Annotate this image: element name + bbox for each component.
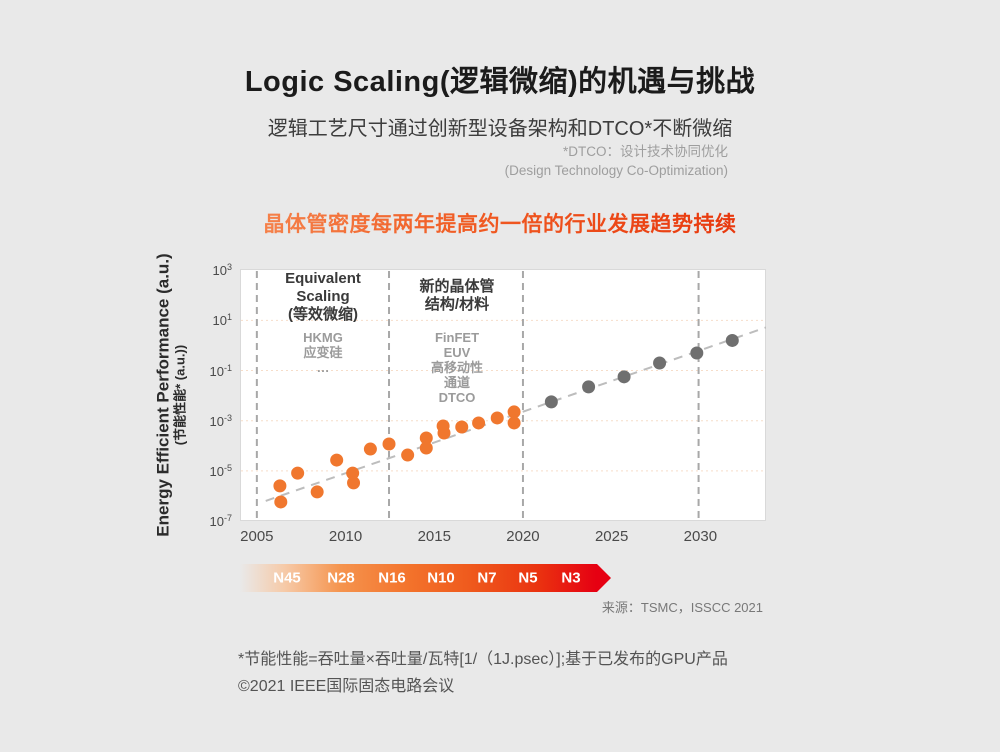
x-tick-label: 2020: [506, 528, 540, 545]
data-point-gray_projected: [617, 370, 631, 384]
x-tick-label: 2010: [328, 528, 363, 545]
era-title: Equivalent Scaling (等效微缩): [285, 270, 361, 323]
era-technology-list: FinFET EUV 高移动性 通道 DTCO: [430, 330, 483, 405]
data-point-gray_projected: [653, 356, 667, 370]
y-tick-label: 10-5: [209, 462, 232, 480]
data-point-orange_published: [291, 466, 305, 480]
data-point-gray_projected: [582, 380, 596, 394]
data-point-gray_projected: [725, 333, 739, 347]
x-tick-label: 2025: [594, 528, 629, 545]
process-node-label: N16: [378, 569, 406, 587]
process-node-label: N5: [518, 569, 538, 587]
source-credit: 来源：TSMC，ISSCC 2021: [601, 600, 763, 615]
key-message: 晶体管密度每两年提高约一倍的行业发展趋势持续: [264, 208, 737, 238]
y-axis-label-en: Energy Efficient Performance (a.u.): [153, 253, 173, 537]
key-message-row: 晶体管密度每两年提高约一倍的行业发展趋势持续: [0, 208, 1000, 238]
y-tick-label: 101: [212, 312, 232, 329]
data-point-orange_published: [273, 479, 287, 493]
data-point-orange_published: [310, 485, 324, 499]
dtco-footnote-line2: (Design Technology Co-Optimization): [504, 163, 728, 178]
data-point-orange_published: [437, 426, 451, 440]
process-node-label: N10: [427, 569, 455, 587]
data-point-gray_projected: [690, 346, 704, 360]
x-tick-label: 2005: [240, 528, 274, 545]
process-node-arrow: N45 N28 N16 N10 N7 N5 N3: [240, 564, 611, 592]
y-tick-label: 10-1: [209, 362, 232, 379]
process-node-label: N28: [327, 569, 355, 587]
y-tick-label: 103: [212, 262, 232, 279]
process-node-label: N3: [561, 569, 581, 587]
footnote-definition: *节能性能=吞吐量×吞吐量/瓦特[1/（1J.psec）];基于已发布的GPU产…: [238, 651, 728, 668]
y-tick-label: 10-7: [209, 512, 232, 530]
data-point-orange_published: [490, 411, 504, 425]
data-point-orange_published: [507, 416, 521, 430]
x-tick-label: 2015: [417, 528, 451, 545]
era-title: 新的晶体管 结构/材料: [419, 278, 495, 313]
page-subtitle: 逻辑工艺尺寸通过创新型设备架构和DTCO*不断微缩: [267, 118, 733, 140]
scatter-plot: [240, 269, 766, 521]
data-point-orange_published: [382, 437, 396, 451]
data-point-orange_published: [330, 453, 344, 467]
data-point-orange_published: [274, 495, 288, 509]
dtco-footnote: *DTCO：设计技术协同优化 (Design Technology Co-Opt…: [505, 142, 728, 180]
footnote-copyright: ©2021 IEEE国际固态电路会议: [238, 678, 455, 695]
dtco-footnote-line1: *DTCO：设计技术协同优化: [563, 144, 728, 159]
data-point-orange_published: [401, 448, 415, 462]
data-point-orange_published: [472, 416, 486, 430]
process-node-label: N7: [477, 569, 497, 587]
y-axis-label-zh: (节能性能* (a.u.)): [172, 344, 188, 446]
data-point-gray_projected: [544, 395, 558, 409]
data-point-orange_published: [347, 476, 361, 490]
era-technology-list: HKMG 应变硅…: [303, 330, 343, 375]
y-tick-label: 10-3: [209, 412, 232, 429]
page-title: Logic Scaling(逻辑微缩)的机遇与挑战: [244, 66, 756, 98]
process-node-label: N45: [273, 569, 301, 587]
data-point-orange_published: [455, 420, 469, 434]
data-point-orange_published: [419, 441, 433, 455]
data-point-orange_published: [346, 466, 360, 480]
data-point-orange_published: [507, 405, 521, 419]
x-axis-ticks: 2005 2010 2015 2020 2025 2030: [240, 528, 766, 548]
data-point-orange_published: [363, 442, 377, 456]
data-point-orange_published: [419, 431, 433, 445]
x-tick-label: 2030: [683, 528, 718, 545]
y-axis-ticks: 103 101 10-1 10-3 10-5 10-7: [194, 262, 236, 529]
